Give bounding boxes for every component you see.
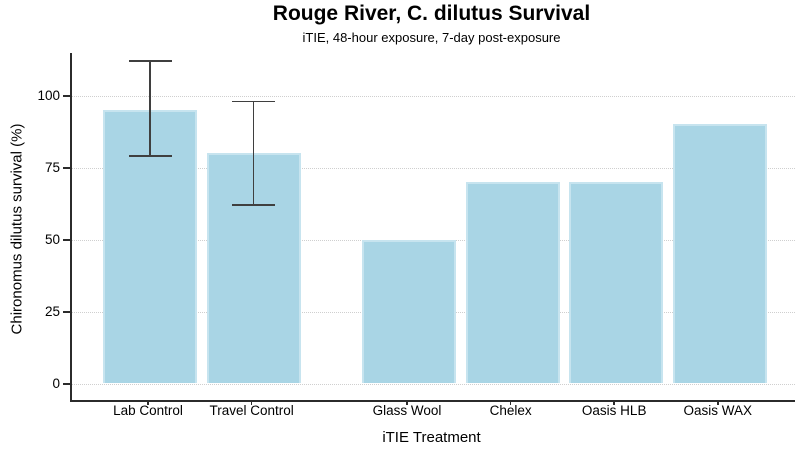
x-tick-mark (613, 400, 615, 405)
x-tick-label: Oasis WAX (683, 403, 753, 418)
plot-panel (70, 53, 795, 402)
y-tick-label: 75 (44, 159, 60, 175)
x-tick-mark (147, 400, 149, 405)
x-tick-label: Chelex (489, 403, 532, 418)
y-tick-mark (63, 167, 70, 169)
y-tick-label: 0 (52, 375, 60, 391)
x-tick-label: Oasis HLB (581, 403, 647, 418)
chart-subtitle: iTIE, 48-hour exposure, 7-day post-expos… (302, 30, 561, 45)
y-tick-label: 50 (44, 231, 60, 247)
x-tick-label: Glass Wool (372, 403, 442, 418)
bar-chelex (465, 181, 560, 384)
x-tick-label: Lab Control (113, 403, 183, 418)
x-tick-label: Travel Control (209, 403, 294, 418)
y-tick-label: 25 (44, 303, 60, 319)
gridline (72, 383, 795, 385)
errorbar-line (149, 61, 151, 157)
gridline (72, 95, 795, 97)
chart-title: Rouge River, C. dilutus Survival (272, 2, 591, 25)
bar-oasis-hlb (569, 181, 664, 384)
x-tick-mark (717, 400, 719, 405)
errorbar-cap (232, 100, 276, 103)
errorbar-line (252, 101, 255, 205)
x-tick-mark (250, 400, 253, 405)
y-tick-mark (63, 239, 70, 241)
errorbar-cap (128, 60, 172, 62)
x-tick-mark (509, 400, 512, 405)
x-tick-mark (406, 400, 408, 405)
bar-glass-wool (362, 239, 456, 384)
y-tick-mark (63, 311, 70, 313)
gridline (72, 167, 795, 169)
x-axis-title: iTIE Treatment (382, 429, 481, 446)
bar-lab-control (103, 109, 197, 384)
y-tick-mark (63, 383, 70, 385)
bar-oasis-wax (672, 124, 767, 384)
y-tick-mark (63, 95, 70, 97)
y-tick-label: 100 (37, 87, 60, 103)
errorbar-cap (128, 155, 172, 157)
errorbar-cap (232, 204, 276, 206)
